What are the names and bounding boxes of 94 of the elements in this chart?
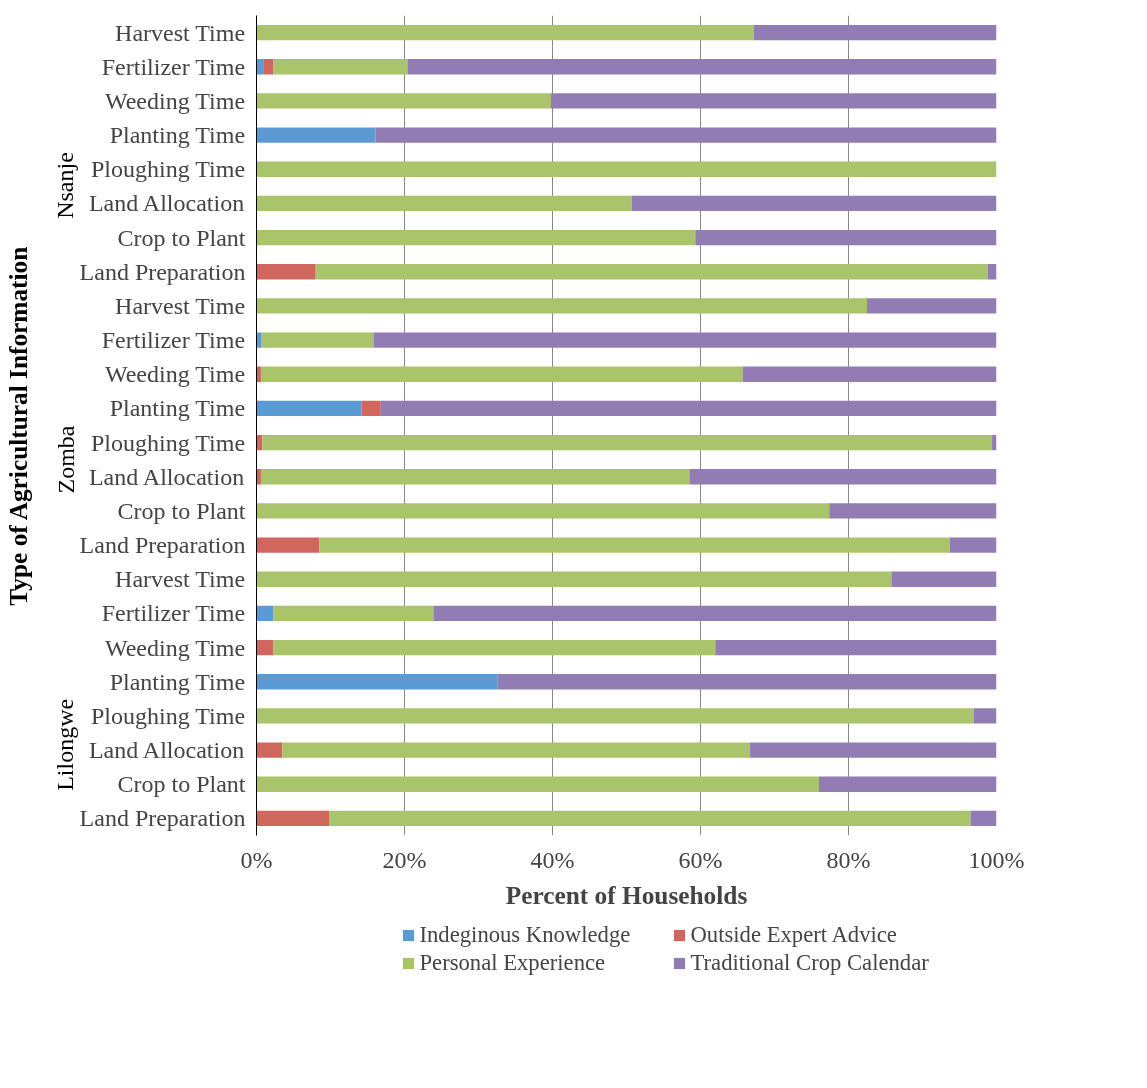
y-tick-label: Ploughing Time bbox=[91, 702, 246, 729]
bar bbox=[315, 264, 988, 280]
bar bbox=[631, 195, 997, 212]
bar bbox=[256, 229, 696, 246]
bar bbox=[973, 708, 997, 724]
y-tick-label: Weeding Time bbox=[104, 634, 246, 661]
bar bbox=[273, 59, 408, 75]
legend-label: Personal Experience bbox=[419, 949, 607, 976]
bar bbox=[256, 776, 819, 792]
bar bbox=[695, 229, 997, 246]
bar bbox=[256, 332, 262, 348]
bar bbox=[329, 810, 971, 827]
bar bbox=[263, 59, 274, 75]
x-tick-label: 100% bbox=[968, 846, 1025, 873]
bar bbox=[256, 571, 892, 587]
bar bbox=[256, 264, 316, 280]
bar bbox=[949, 537, 997, 553]
text: Nsanje bbox=[52, 152, 79, 219]
y-tick-label: Harvest Time bbox=[115, 292, 246, 319]
bar bbox=[256, 400, 362, 417]
y-tick-label: Ploughing Time bbox=[91, 429, 246, 456]
y-tick-label: Land Preparation bbox=[79, 532, 246, 559]
bar bbox=[256, 298, 867, 314]
x-tick-label: 0% bbox=[240, 846, 273, 873]
y-tick-label: Planting Time bbox=[109, 395, 246, 422]
bar bbox=[433, 605, 997, 622]
bar bbox=[742, 366, 997, 382]
legend-label: Outside Expert Advice bbox=[690, 921, 898, 948]
legend-label: Traditional Crop Calendar bbox=[690, 949, 930, 976]
y-tick-label: Harvest Time bbox=[115, 566, 246, 593]
y-tick-label: Weeding Time bbox=[104, 361, 246, 388]
bar bbox=[867, 298, 997, 314]
x-tick-label: 80% bbox=[826, 846, 871, 873]
x-tick-label: 40% bbox=[530, 846, 575, 873]
text: Lilongwe bbox=[52, 698, 79, 791]
y-tick-label: Land Allocation bbox=[88, 463, 245, 490]
y-tick-label: Land Allocation bbox=[88, 737, 245, 764]
bar bbox=[260, 469, 690, 485]
y-tick-label: Planting Time bbox=[109, 122, 246, 149]
bar bbox=[256, 59, 264, 75]
bar bbox=[753, 24, 997, 41]
y-tick-label: Harvest Time bbox=[115, 19, 246, 46]
y-tick-label: Fertilizer Time bbox=[101, 600, 246, 627]
y-tick-label: Crop to Plant bbox=[117, 497, 246, 524]
bar bbox=[256, 24, 754, 41]
bar bbox=[256, 503, 830, 519]
bar bbox=[256, 639, 274, 656]
bar bbox=[256, 674, 498, 690]
y-tick-label: Planting Time bbox=[109, 668, 246, 695]
bar bbox=[256, 708, 974, 724]
bar bbox=[361, 400, 381, 417]
bar bbox=[407, 59, 997, 75]
bar bbox=[262, 434, 993, 451]
y-tick-label: Land Preparation bbox=[79, 258, 246, 285]
bar bbox=[551, 93, 997, 109]
bar bbox=[818, 776, 997, 792]
x-tick-label: 60% bbox=[678, 846, 723, 873]
bar bbox=[256, 161, 997, 177]
bar bbox=[256, 605, 274, 622]
bar bbox=[829, 503, 997, 519]
y-tick-label: Crop to Plant bbox=[117, 224, 246, 251]
bar bbox=[373, 332, 997, 348]
bar bbox=[891, 571, 997, 587]
y-tick-label: Land Preparation bbox=[79, 805, 246, 832]
bar bbox=[970, 810, 997, 827]
bar bbox=[256, 195, 632, 212]
y-tick-label: Land Allocation bbox=[88, 190, 245, 217]
legend-label: Indeginous Knowledge bbox=[419, 921, 632, 948]
x-tick-label: 20% bbox=[382, 846, 427, 873]
x-axis-title: Percent of Households bbox=[505, 880, 748, 909]
bar bbox=[260, 366, 743, 382]
y-tick-label: Weeding Time bbox=[104, 87, 246, 114]
bar bbox=[256, 93, 552, 109]
bar bbox=[261, 332, 374, 348]
y-tick-label: Crop to Plant bbox=[117, 771, 246, 798]
text: Zomba bbox=[52, 425, 79, 494]
y-axis-title: Type of Agricultural Information bbox=[3, 246, 32, 606]
bar bbox=[282, 742, 751, 758]
bar bbox=[256, 127, 376, 143]
bar bbox=[256, 810, 330, 827]
bar bbox=[256, 537, 320, 553]
y-tick-label: Ploughing Time bbox=[91, 156, 246, 183]
bar bbox=[689, 469, 997, 485]
bar bbox=[273, 605, 434, 622]
bar bbox=[715, 639, 997, 656]
y-tick-label: Fertilizer Time bbox=[101, 53, 246, 80]
bar bbox=[750, 742, 997, 758]
bar bbox=[273, 639, 716, 656]
bar bbox=[319, 537, 950, 553]
bar bbox=[380, 400, 997, 417]
bar bbox=[375, 127, 997, 143]
bar bbox=[256, 742, 283, 758]
bar bbox=[497, 674, 997, 690]
y-tick-label: Fertilizer Time bbox=[101, 327, 246, 354]
